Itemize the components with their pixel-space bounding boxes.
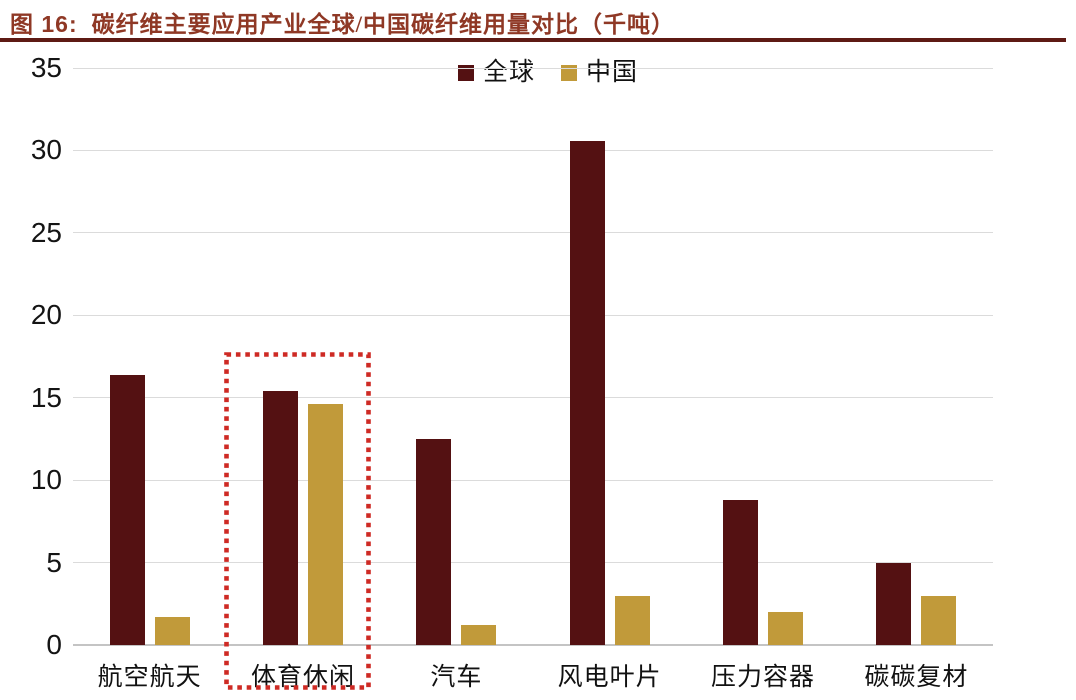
gridline-15 xyxy=(73,397,993,399)
y-tick-label-15: 15 xyxy=(30,381,62,413)
figure-number-label: 图 16: xyxy=(10,11,78,37)
title-rule xyxy=(0,38,1066,42)
bar-global-3 xyxy=(569,140,605,645)
bar-global-4 xyxy=(723,499,758,645)
gridline-25 xyxy=(73,232,993,234)
figure-title: 碳纤维主要应用产业全球/中国碳纤维用量对比（千吨） xyxy=(91,12,676,37)
y-tick-label-25: 25 xyxy=(30,216,62,248)
y-tick-label-10: 10 xyxy=(30,464,62,496)
y-tick-label-20: 20 xyxy=(30,299,62,331)
x-label-0: 航空航天 xyxy=(97,664,202,691)
x-label-5: 碳碳复材 xyxy=(864,664,969,691)
figure-header: 图 16: 碳纤维主要应用产业全球/中国碳纤维用量对比（千吨） xyxy=(10,5,675,39)
gridline-30 xyxy=(73,149,993,151)
bar-china-1 xyxy=(308,404,343,645)
gridline-10 xyxy=(73,479,993,481)
bar-china-2 xyxy=(461,625,497,645)
y-tick-label-0: 0 xyxy=(46,629,62,660)
highlight-box xyxy=(223,352,371,690)
highlight-box-outline xyxy=(223,352,371,690)
y-tick-label-5: 5 xyxy=(46,546,62,578)
legend-swatch-global xyxy=(458,65,474,81)
gridline-5 xyxy=(73,562,993,564)
bar-china-4 xyxy=(768,612,803,645)
x-label-2: 汽车 xyxy=(430,664,483,691)
legend-swatch-china xyxy=(561,65,578,81)
legend-item-global: 全球 xyxy=(458,60,535,86)
legend-label-global: 全球 xyxy=(483,59,536,86)
bar-global-1 xyxy=(263,391,298,645)
gridline-35 xyxy=(73,67,993,69)
gridline-20 xyxy=(73,314,993,316)
legend-label-china: 中国 xyxy=(586,59,639,86)
chart-legend: 全球 中国 xyxy=(458,60,638,86)
bar-global-2 xyxy=(416,438,452,645)
bar-china-0 xyxy=(154,616,190,645)
bar-china-3 xyxy=(614,595,650,645)
y-tick-label-35: 35 xyxy=(30,52,62,83)
y-tick-label-30: 30 xyxy=(30,134,62,166)
bar-global-5 xyxy=(876,562,912,645)
x-label-4: 压力容器 xyxy=(710,664,815,691)
legend-item-china: 中国 xyxy=(561,60,638,86)
bar-global-0 xyxy=(109,374,145,645)
x-label-3: 风电叶片 xyxy=(557,664,662,691)
x-axis-line xyxy=(73,644,993,646)
bar-china-5 xyxy=(921,595,957,645)
